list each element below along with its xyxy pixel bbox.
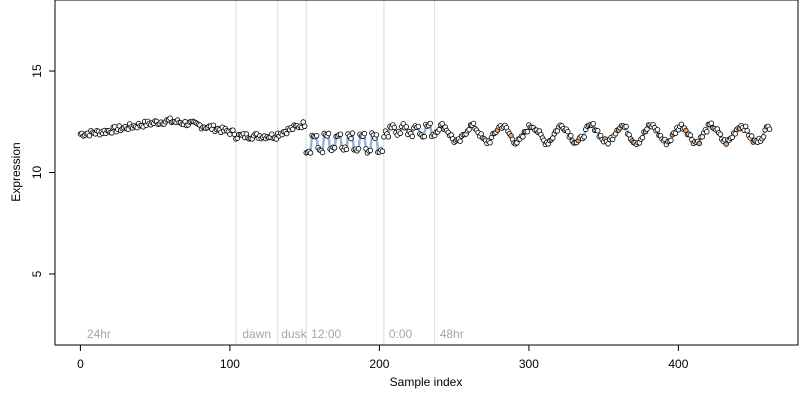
data-point — [749, 133, 755, 139]
data-point — [86, 132, 93, 139]
data-point — [302, 123, 308, 129]
region-labels: 24hr dawn dusk 12:00 0:00 48hr — [87, 327, 464, 341]
data-point — [313, 132, 320, 139]
data-point — [708, 120, 714, 126]
data-point — [436, 126, 442, 133]
y-axis: 5 10 15 — [30, 64, 56, 277]
data-point — [427, 120, 433, 127]
data-point — [668, 137, 674, 144]
data-point — [760, 134, 767, 140]
data-point — [466, 126, 472, 133]
data-point — [654, 126, 661, 133]
data-point — [581, 134, 587, 140]
data-point — [415, 123, 421, 130]
x-tick-label: 400 — [668, 357, 688, 371]
data-point — [524, 128, 531, 135]
data-point — [331, 145, 338, 151]
data-point — [520, 134, 526, 140]
data-point — [743, 123, 749, 129]
data-point — [284, 130, 290, 137]
y-axis-title: Expression — [9, 142, 23, 201]
x-tick-label: 300 — [519, 357, 539, 371]
y-tick-label: 5 — [30, 270, 44, 277]
data-point — [744, 127, 750, 134]
data-point — [109, 130, 115, 136]
region-label: 12:00 — [311, 327, 341, 341]
data-point — [349, 130, 356, 136]
data-point — [421, 133, 427, 140]
data-point — [704, 128, 710, 135]
data-point — [379, 148, 386, 154]
data-point — [409, 133, 415, 140]
data-point — [639, 134, 646, 141]
y-tick-label: 15 — [30, 64, 44, 78]
data-point — [348, 135, 354, 142]
x-axis-title: Sample index — [390, 375, 463, 389]
data-point — [210, 122, 217, 128]
region-label: 48hr — [440, 327, 464, 341]
x-tick-label: 100 — [220, 357, 240, 371]
data-point — [403, 124, 409, 130]
data-point — [687, 132, 694, 138]
data-point — [595, 127, 601, 134]
region-label: 0:00 — [389, 327, 413, 341]
data-point — [367, 147, 374, 154]
data-point — [470, 120, 477, 127]
data-point — [623, 123, 629, 130]
data-point — [343, 146, 350, 153]
data-point — [487, 139, 493, 146]
data-point — [678, 121, 685, 127]
data-point — [307, 150, 314, 156]
data-point — [397, 130, 403, 136]
data-point — [717, 131, 723, 137]
data-point — [590, 120, 596, 127]
plot-frame — [54, 0, 799, 346]
x-tick-label: 0 — [77, 357, 84, 371]
data-point — [766, 126, 773, 132]
region-label: dawn — [242, 327, 271, 341]
data-point — [385, 134, 392, 140]
data-point — [672, 130, 679, 136]
data-point — [457, 138, 463, 144]
data-point — [361, 130, 368, 137]
data-point — [605, 141, 611, 147]
data-point — [439, 120, 445, 127]
data-point — [373, 132, 380, 138]
data-point — [565, 128, 571, 135]
y-tick-label: 10 — [30, 166, 44, 180]
data-point — [355, 145, 362, 152]
x-tick-label: 200 — [369, 357, 389, 371]
region-boundaries — [235, 0, 436, 345]
data-point — [391, 124, 398, 131]
region-label: dusk — [281, 327, 307, 341]
data-point — [319, 149, 326, 156]
data-point — [732, 131, 738, 137]
data-point — [568, 132, 574, 139]
data-point — [325, 130, 332, 137]
region-label: 24hr — [87, 327, 111, 341]
data-point — [337, 131, 344, 137]
data-point — [696, 140, 702, 147]
x-axis: 0 100 200 300 400 — [77, 344, 689, 371]
data-points — [77, 115, 773, 156]
